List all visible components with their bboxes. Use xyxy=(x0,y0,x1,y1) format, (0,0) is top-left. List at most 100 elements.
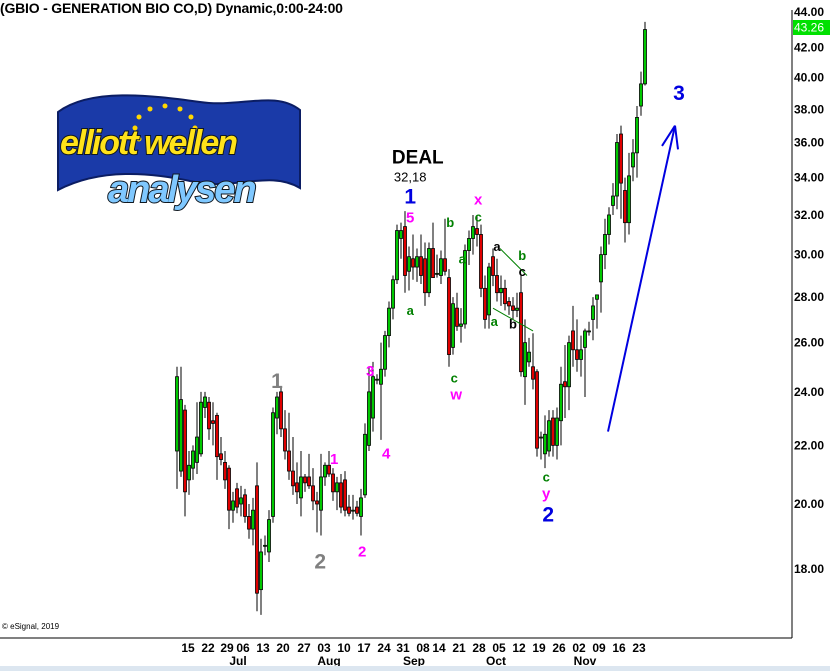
month-label: Aug xyxy=(317,654,340,668)
wave-label: a xyxy=(491,314,499,329)
candle-body xyxy=(415,256,419,268)
candle-body xyxy=(231,500,235,511)
candle-body xyxy=(619,133,623,184)
candle-body xyxy=(243,494,247,517)
candle-body xyxy=(283,428,287,452)
candle-body xyxy=(643,29,647,85)
candle-body xyxy=(383,335,387,370)
candle-body xyxy=(471,226,475,239)
candle-body xyxy=(567,342,571,388)
candle-body xyxy=(511,305,515,311)
candle-body xyxy=(487,266,491,316)
candle-body xyxy=(347,506,351,514)
candle-body xyxy=(615,142,619,197)
y-tick-label: 26.00 xyxy=(794,336,824,350)
candle-body xyxy=(335,482,339,493)
wave-label: c xyxy=(543,469,550,484)
copyright-text: © eSignal, 2019 xyxy=(2,622,60,631)
month-label: Nov xyxy=(574,654,597,668)
candle-body xyxy=(503,287,507,305)
candle-body xyxy=(267,519,271,553)
candle-body xyxy=(591,305,595,320)
logo-line-2: analysen xyxy=(108,169,255,211)
y-tick-label: 32.00 xyxy=(794,208,824,222)
candle-body xyxy=(515,307,519,311)
bottom-strip xyxy=(0,666,830,671)
candle-body xyxy=(407,256,411,272)
candle-body xyxy=(179,399,183,472)
candle-body xyxy=(351,509,355,512)
candle-body xyxy=(363,433,367,496)
candle-body xyxy=(411,258,415,268)
candle-body xyxy=(639,83,643,107)
candle-body xyxy=(247,516,251,530)
y-tick-label: 22.00 xyxy=(794,438,824,452)
candle-body xyxy=(467,238,471,251)
candle-body xyxy=(559,383,563,422)
candle-body xyxy=(327,464,331,475)
last-price-label: 43.26 xyxy=(794,21,824,35)
x-tick-label: 17 xyxy=(357,641,371,655)
candle-body xyxy=(459,323,463,327)
candle-body xyxy=(507,301,511,307)
candle-body xyxy=(399,230,403,239)
candle-body xyxy=(531,366,535,380)
candle-body xyxy=(175,376,179,452)
candle-body xyxy=(315,500,319,505)
candle-body xyxy=(275,396,279,419)
x-tick-label: 05 xyxy=(492,641,506,655)
candle-body xyxy=(199,401,203,455)
trendline xyxy=(492,307,534,332)
candle-body xyxy=(491,256,495,276)
candle-body xyxy=(343,479,347,511)
wave-label: b xyxy=(518,248,526,263)
candle-body xyxy=(563,381,567,388)
wave-label: b xyxy=(446,215,454,230)
candle-body xyxy=(603,234,607,256)
candle-body xyxy=(539,436,543,439)
candle-body xyxy=(263,544,267,547)
wave-label: x xyxy=(474,191,483,208)
x-tick-label: 26 xyxy=(552,641,566,655)
candle-body xyxy=(235,488,239,508)
candle-body xyxy=(423,258,427,294)
y-tick-label: 28.00 xyxy=(794,290,824,304)
candle-body xyxy=(403,226,407,276)
wave-label: a xyxy=(493,239,501,254)
candle-body xyxy=(259,551,263,591)
candle-body xyxy=(331,473,335,493)
candle-body xyxy=(203,396,207,408)
candle-body xyxy=(623,190,627,224)
candle-body xyxy=(187,464,191,481)
candle-body xyxy=(359,497,363,517)
candle-body xyxy=(447,277,451,355)
wave-label: 2 xyxy=(314,551,326,574)
candle-body xyxy=(195,436,199,463)
y-tick-label: 42.00 xyxy=(794,41,824,55)
candle-body xyxy=(495,275,499,294)
x-tick-label: 13 xyxy=(256,641,270,655)
candle-body xyxy=(391,279,395,309)
candle-body xyxy=(583,330,587,348)
candle-body xyxy=(579,349,583,360)
candle-body xyxy=(211,420,215,424)
candle-body xyxy=(223,461,227,481)
candle-body xyxy=(607,214,611,235)
y-tick-label: 36.00 xyxy=(794,136,824,150)
candle-body xyxy=(635,117,639,154)
x-tick-label: 23 xyxy=(632,641,646,655)
x-tick-label: 10 xyxy=(337,641,351,655)
candle-body xyxy=(551,417,555,446)
x-tick-label: 09 xyxy=(592,641,606,655)
candle-body xyxy=(627,175,631,224)
candle-body xyxy=(595,294,599,300)
candle-body xyxy=(599,254,603,283)
candle-body xyxy=(435,272,439,275)
x-tick-label: 31 xyxy=(396,641,410,655)
star-icon xyxy=(136,114,142,120)
month-label: Oct xyxy=(486,654,506,668)
x-axis: 15 22 29 06 13 20 27 03 10 17 24 31 08 14 21 28 05 12 19 26… xyxy=(181,641,646,668)
x-tick-label: 14 xyxy=(432,641,446,655)
flag-stars xyxy=(132,103,198,153)
y-tick-label: 40.00 xyxy=(794,71,824,85)
